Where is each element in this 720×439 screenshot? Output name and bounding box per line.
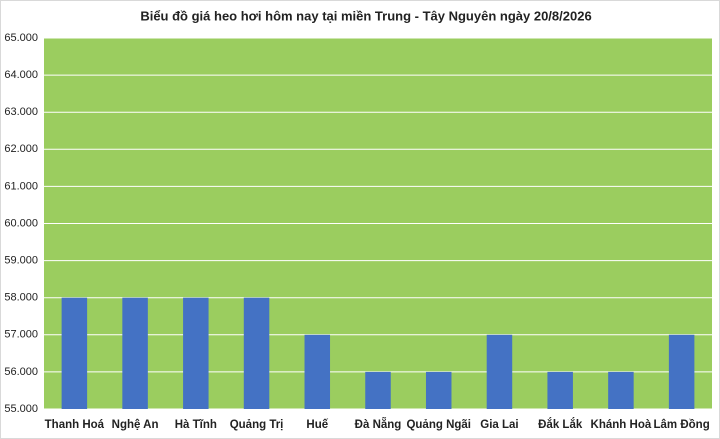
bar [183, 297, 209, 409]
x-tick-label: Quảng Trị [230, 419, 284, 431]
y-tick-label: 56.000 [4, 366, 38, 378]
y-tick-label: 60.000 [4, 217, 38, 229]
y-tick-label: 58.000 [4, 292, 38, 304]
bar [486, 334, 513, 409]
x-tick-label: Đắk Lắk [538, 418, 583, 431]
y-tick-label: 65.000 [4, 32, 38, 44]
bar [243, 297, 270, 409]
x-tick-label: Khánh Hoà [591, 419, 652, 431]
bar [425, 371, 452, 409]
bar [365, 371, 391, 409]
bar [304, 334, 331, 409]
x-tick-label: Đà Nẵng [355, 418, 402, 431]
y-tick-label: 64.000 [4, 69, 38, 81]
y-tick-label: 59.000 [4, 255, 38, 267]
bar [547, 371, 573, 409]
x-tick-label: Nghệ An [112, 419, 159, 431]
y-tick-label: 63.000 [4, 106, 38, 118]
x-tick-label: Gia Lai [480, 419, 518, 431]
x-tick-label: Thanh Hoá [45, 419, 105, 431]
x-tick-label: Quảng Ngãi [406, 419, 471, 431]
y-tick-label: 55.000 [4, 403, 38, 415]
y-tick-label: 61.000 [4, 180, 38, 192]
bar [61, 297, 88, 409]
x-tick-label: Huế [306, 419, 328, 431]
bar [122, 297, 148, 409]
chart-title: Biểu đồ giá heo hơi hôm nay tại miền Tru… [140, 8, 591, 23]
x-tick-label: Hà Tĩnh [175, 419, 217, 431]
x-tick-label: Lâm Đồng [654, 419, 710, 431]
bar [668, 334, 695, 409]
y-tick-label: 57.000 [4, 329, 38, 341]
y-tick-label: 62.000 [4, 143, 38, 155]
bar [608, 371, 634, 409]
